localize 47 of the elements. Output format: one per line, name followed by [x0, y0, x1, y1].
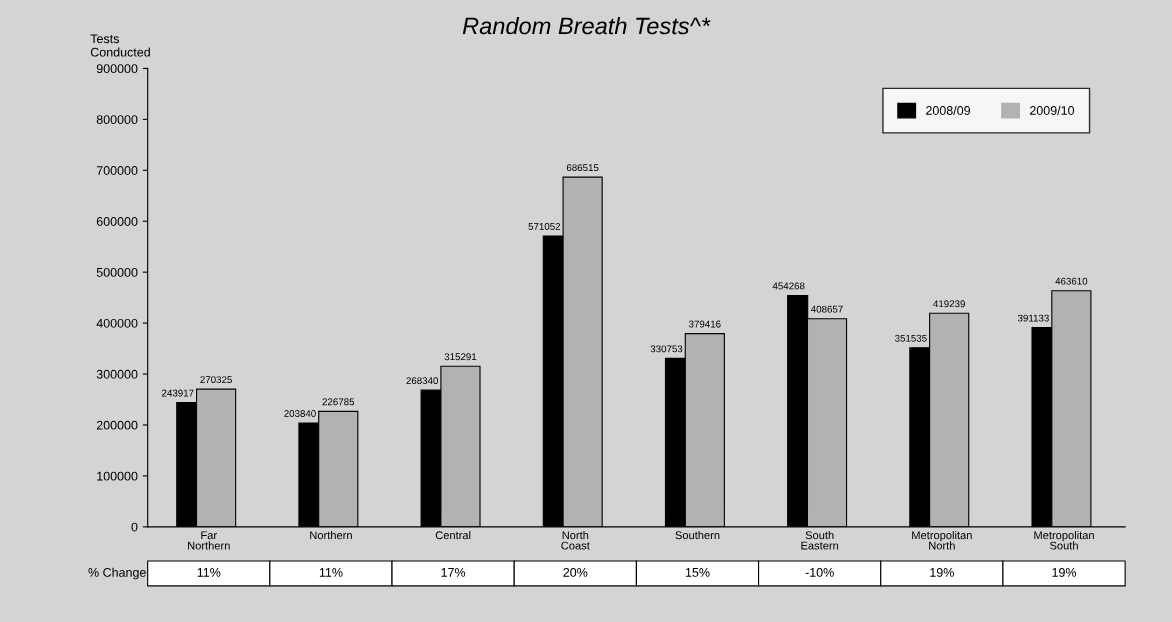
chart-title: Random Breath Tests^* [462, 16, 711, 35]
text: 11% [197, 568, 221, 577]
data-label: 408657 [811, 305, 843, 313]
y-tick-label: 200000 [96, 420, 138, 430]
data-label: 391133 [1017, 314, 1049, 322]
text: 19% [1052, 567, 1077, 577]
y-tick-label: 700000 [96, 166, 138, 175]
x-tick-label: Northern [310, 531, 352, 540]
x-tick-label: North Coast [561, 531, 590, 550]
text: 15% [685, 568, 710, 577]
legend-label: 2009/10 [1030, 105, 1075, 115]
y-tick-label: 800000 [96, 115, 138, 125]
y-tick-label: 300000 [96, 369, 138, 379]
x-tick-label: Metropolitan South [1034, 531, 1094, 550]
text: 19% [930, 567, 954, 577]
y-tick-label: 500000 [96, 267, 138, 277]
data-label: 463610 [1055, 277, 1088, 285]
data-label: 203840 [284, 410, 316, 417]
y-tick-label: 400000 [96, 318, 138, 328]
y-tick-label: 0 [131, 522, 138, 532]
data-label: 268340 [406, 377, 438, 385]
data-label: 379416 [688, 320, 721, 328]
data-label: 686515 [566, 164, 599, 172]
data-label: 330753 [650, 345, 683, 353]
data-label: 419239 [933, 300, 965, 308]
text: % Change [88, 567, 146, 580]
x-tick-label: Far Northern [188, 531, 230, 550]
x-tick-label: Metropolitan North [912, 531, 972, 550]
x-tick-label: Southern [675, 531, 720, 540]
data-label: 243917 [162, 389, 194, 397]
y-tick-label: 100000 [97, 471, 138, 481]
data-label: 351535 [895, 334, 927, 342]
text: 11% [319, 568, 343, 577]
data-label: 315291 [444, 353, 477, 361]
data-label: 270325 [200, 376, 232, 384]
y-axis-title: Tests Conducted [90, 34, 150, 57]
data-label: 226785 [322, 398, 355, 406]
text: -10% [805, 567, 834, 577]
data-label: 454268 [772, 282, 805, 290]
text: 17% [441, 568, 466, 577]
y-tick-label: 900000 [96, 64, 138, 74]
x-tick-label: South Eastern [801, 531, 839, 550]
legend-label: 2008/09 [926, 105, 971, 115]
y-tick-label: 600000 [96, 217, 138, 226]
text: 20% [563, 567, 588, 577]
data-label: 571052 [528, 223, 561, 230]
x-tick-label: Central [435, 531, 471, 540]
